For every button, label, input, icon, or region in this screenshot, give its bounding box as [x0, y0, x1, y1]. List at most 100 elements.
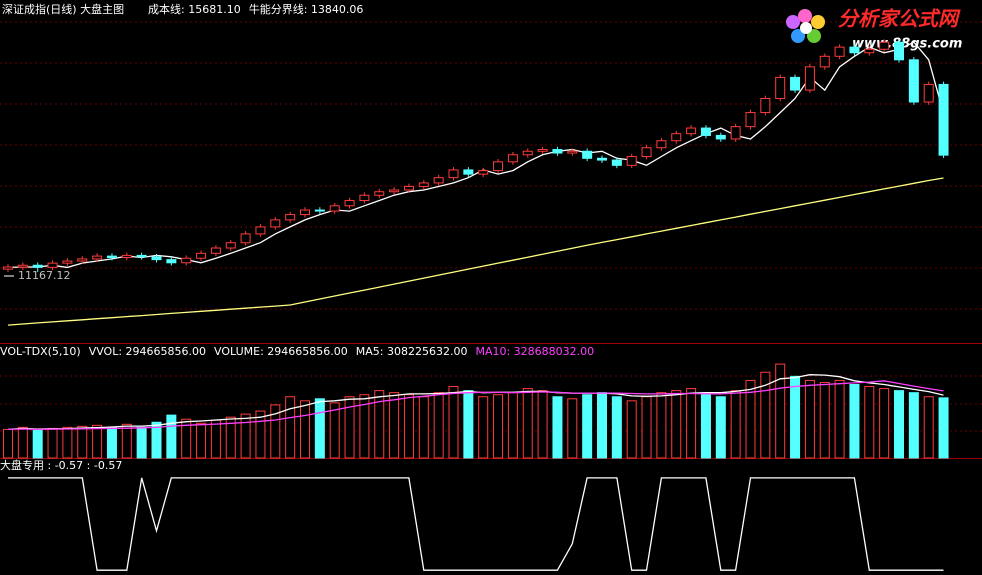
volume-bar [507, 392, 518, 459]
candle-body [819, 55, 830, 68]
volume-bar [32, 429, 43, 459]
volume-bar [374, 390, 385, 459]
candle-body [567, 150, 578, 154]
volume-bar [478, 396, 489, 459]
volume-bar [448, 386, 459, 459]
volume-bar [3, 428, 13, 459]
volume-bar [567, 398, 578, 459]
legend-item: VVOL: 294665856.00 [89, 345, 206, 358]
candle-body [359, 194, 370, 202]
candle-body [790, 76, 801, 91]
volume-bar [166, 414, 177, 459]
candle-body [775, 76, 786, 100]
candle-body [62, 260, 73, 264]
volume-bar [552, 396, 563, 459]
volume-bar [656, 392, 667, 459]
legend-item: 成本线: 15681.10 [148, 2, 241, 16]
candle-body [3, 266, 13, 270]
volume-bar [285, 396, 296, 459]
candle-body [344, 200, 355, 207]
volume-bar [715, 396, 726, 459]
low-label: 11167.12 [18, 269, 71, 282]
panel-legend: VOL-TDX(5,10) VVOL: 294665856.00 VOLUME: 2… [0, 345, 594, 358]
price-line [7, 177, 944, 326]
volume-bar [181, 418, 192, 459]
candle-body [270, 219, 281, 228]
volume-bar [240, 413, 251, 459]
volume-bar [834, 379, 845, 459]
panel-legend: 大盘专用 : -0.57 : -0.57 [0, 458, 122, 472]
candle-body [329, 205, 340, 212]
candle-body [17, 264, 28, 268]
volume-bar [121, 423, 132, 459]
candle-body [374, 191, 385, 196]
volume-bar [225, 416, 236, 459]
legend-item: MA10: 328688032.00 [475, 345, 594, 358]
candle-body [804, 66, 815, 91]
candle-body [210, 247, 221, 254]
candle-body [463, 169, 474, 175]
candle-body [77, 258, 88, 262]
candle-body [47, 262, 58, 268]
candle-body [923, 83, 934, 103]
volume-bar [641, 396, 652, 459]
candle-body [106, 255, 117, 259]
volume-bar [62, 426, 73, 459]
candle-body [715, 134, 726, 140]
candle-body [582, 150, 593, 159]
volume-bar [894, 390, 904, 459]
candle-body [864, 48, 875, 54]
volume-bar [151, 421, 162, 459]
candle-body [196, 252, 207, 259]
volume-ma-line [7, 380, 944, 431]
volume-bar [255, 410, 266, 459]
candle-body [136, 254, 147, 258]
candle-body [611, 159, 622, 166]
volume-bar [522, 388, 533, 459]
volume-bar [389, 392, 400, 459]
volume-bar [418, 396, 429, 459]
volume-bar [760, 371, 771, 459]
volume-bar [493, 394, 504, 459]
volume-bar [463, 390, 474, 459]
volume-bar [730, 390, 741, 459]
candle-body [908, 59, 919, 103]
legend-item: MA5: 308225632.00 [356, 345, 468, 358]
legend-item: 牛能分界线: 13840.06 [249, 2, 364, 16]
candle-body [314, 209, 325, 212]
volume-bar [849, 384, 860, 459]
volume-bar [745, 379, 756, 459]
chart-title: 深证成指(日线) 大盘主图 [2, 2, 124, 16]
candle-body [834, 46, 845, 57]
legend-item: 大盘专用 : -0.57 : -0.57 [0, 458, 122, 472]
candle-body [879, 41, 890, 50]
candle-body [418, 182, 429, 187]
candle-body [92, 255, 103, 260]
volume-bar [92, 424, 103, 459]
candle-body [240, 233, 251, 244]
candle-body [522, 150, 533, 156]
candle-body [255, 226, 266, 235]
candle-body [552, 149, 563, 154]
legend-item: VOL-TDX(5,10) [0, 345, 81, 358]
candle-body [166, 259, 177, 264]
candle-body [597, 157, 607, 161]
candle-body [626, 156, 637, 166]
volume-bar [537, 390, 548, 459]
volume-bar [626, 400, 637, 459]
candle-body [433, 177, 444, 184]
volume-bar [403, 394, 414, 459]
candle-body [507, 154, 518, 163]
candle-body [760, 98, 771, 114]
volume-bar [864, 386, 875, 459]
candle-body [300, 209, 310, 216]
volume-bar [136, 426, 147, 459]
candle-body [478, 170, 489, 175]
volume-bar [775, 363, 786, 459]
indicator-line [8, 477, 944, 571]
volume-bar [344, 396, 355, 459]
candle-body [389, 189, 400, 193]
volume-bar [597, 392, 607, 459]
logo-title: 分析家公式网 [838, 7, 961, 31]
